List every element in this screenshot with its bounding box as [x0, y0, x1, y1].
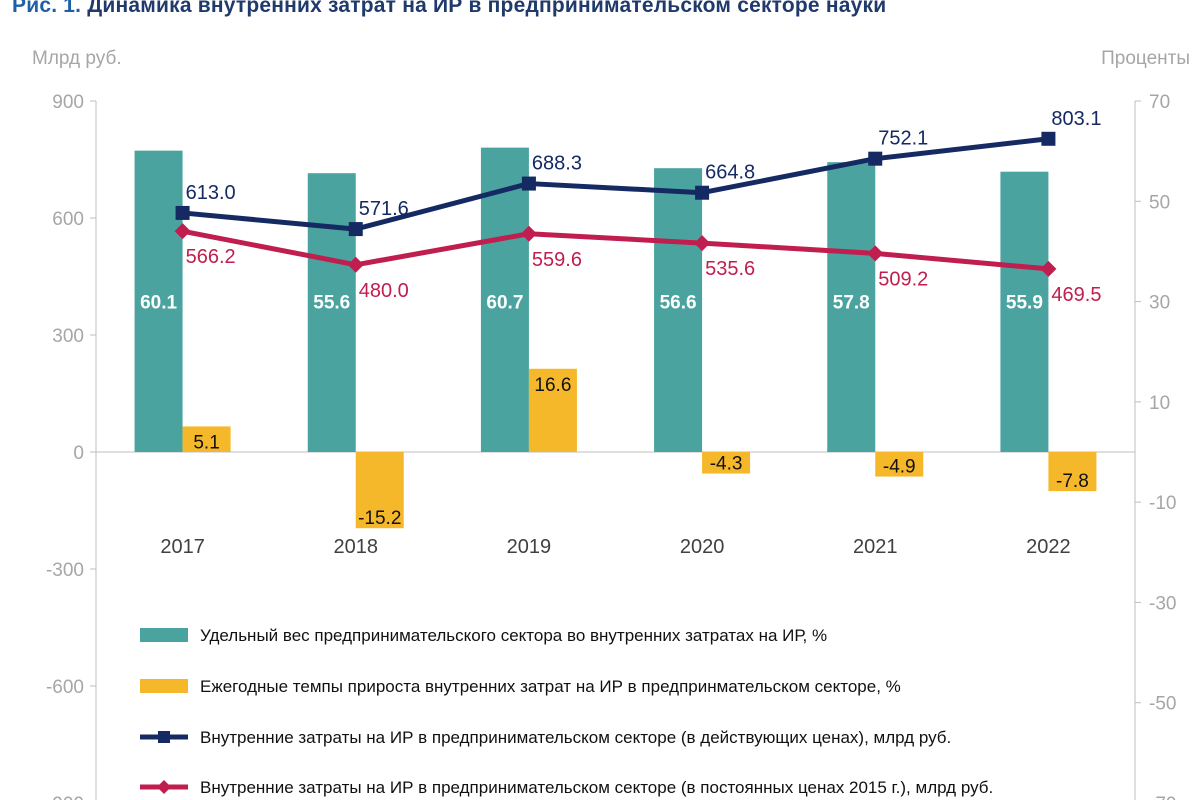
share-bar-label: 60.1	[140, 293, 177, 314]
current-point-label: 688.3	[532, 153, 582, 175]
growth-bar-label: 5.1	[193, 432, 219, 453]
left-tick-label: 900	[52, 92, 84, 113]
current-point-marker	[521, 176, 536, 191]
share-bar-label: 55.6	[313, 293, 350, 314]
growth-bar-label: -4.3	[710, 454, 743, 475]
legend-marker	[157, 780, 171, 794]
growth-bar-label: 16.6	[534, 375, 571, 396]
share-bar	[480, 147, 529, 452]
legend-entry-label: Внутренние затраты на ИР в предпринимате…	[200, 778, 993, 797]
bars	[134, 147, 1097, 529]
share-bar	[134, 150, 183, 453]
growth-bar	[355, 452, 404, 529]
constant-point-marker	[520, 225, 537, 242]
legend-marker	[158, 731, 170, 743]
chart-title: Рис. 1. Динамика внутренних затрат на ИР…	[12, 0, 886, 18]
growth-bar-label: -7.8	[1056, 471, 1089, 492]
share-bar	[1000, 171, 1049, 453]
right-tick-label: 30	[1149, 293, 1170, 314]
constant-point-marker	[174, 223, 191, 240]
constant-series-line	[182, 228, 1049, 272]
lines	[174, 131, 1057, 277]
current-point-marker	[695, 185, 710, 200]
constant-point-label: 566.2	[186, 246, 236, 268]
right-tick-label: 50	[1149, 192, 1170, 213]
growth-bar	[528, 368, 577, 452]
current-series-line	[182, 136, 1049, 232]
constant-point-marker	[1040, 260, 1057, 277]
constant-point-label: 480.0	[359, 280, 409, 302]
constant-point-label: 535.6	[705, 258, 755, 280]
constant-point-marker	[347, 256, 364, 273]
x-tick-labels: 2017 2018 2019 2020 2021 2022	[160, 536, 1070, 558]
current-point-label: 803.1	[1051, 108, 1101, 130]
legend-swatch	[140, 679, 188, 693]
data-labels: 60.1 55.6 60.7 56.6 57.8 55.9 5.1 -15.2 16.6 -4.3…	[140, 108, 1101, 529]
left-axis-label: Млрд руб.	[32, 48, 122, 69]
x-tick-label: 2019	[507, 536, 552, 558]
growth-bar	[182, 426, 231, 452]
left-tick-label: -300	[46, 560, 84, 581]
current-point-marker	[1041, 131, 1056, 146]
x-tick-label: 2021	[853, 536, 898, 558]
growth-bar	[1048, 452, 1097, 492]
figure-title: Динамика внутренних затрат на ИР в предп…	[87, 0, 887, 17]
axes: 900 600 300 0 -300 -600 -900 70 50 30 10 -10 -30 -50 -…	[46, 92, 1176, 800]
figure-label: Рис. 1.	[12, 0, 82, 17]
share-bar-label: 57.8	[833, 293, 870, 314]
share-bar-label: 60.7	[486, 293, 523, 314]
current-point-label: 664.8	[705, 162, 755, 184]
right-axis-label: Проценты	[1101, 48, 1190, 69]
left-tick-label: 600	[52, 209, 84, 230]
x-tick-label: 2020	[680, 536, 725, 558]
constant-point-label: 469.5	[1051, 284, 1101, 306]
growth-bar-label: -15.2	[358, 508, 401, 529]
current-point-marker	[868, 151, 883, 166]
right-tick-label: -10	[1149, 493, 1176, 514]
right-tick-label: -70	[1149, 794, 1176, 800]
constant-point-marker	[694, 235, 711, 252]
right-tick-label: -50	[1149, 694, 1176, 715]
growth-bar-label: -4.9	[883, 457, 916, 478]
x-tick-label: 2018	[334, 536, 379, 558]
constant-point-marker	[867, 245, 884, 262]
left-tick-label: 0	[73, 443, 84, 464]
current-point-label: 752.1	[878, 128, 928, 150]
share-bar	[654, 168, 703, 453]
legend-entry-label: Удельный вес предпринимательского сектор…	[200, 626, 827, 645]
legend-entry-label: Внутренние затраты на ИР в предпринимате…	[200, 728, 951, 747]
constant-point-label: 559.6	[532, 249, 582, 271]
right-tick-label: -30	[1149, 593, 1176, 614]
x-tick-label: 2017	[160, 536, 205, 558]
x-tick-label: 2022	[1026, 536, 1071, 558]
right-tick-label: 10	[1149, 393, 1170, 414]
constant-point-label: 509.2	[878, 268, 928, 290]
legend: Удельный вес предпринимательского сектор…	[140, 626, 993, 797]
growth-bar	[702, 452, 751, 474]
share-bar-label: 55.9	[1006, 293, 1043, 314]
share-bar	[307, 173, 356, 452]
current-point-label: 571.6	[359, 198, 409, 220]
current-point-marker	[348, 222, 363, 237]
growth-bar	[875, 452, 924, 477]
legend-swatch	[140, 628, 188, 642]
share-bar	[827, 162, 876, 452]
left-tick-label: -900	[46, 794, 84, 800]
left-tick-label: -600	[46, 677, 84, 698]
legend-entry-label: Ежегодные темпы прироста внутренних затр…	[200, 677, 901, 696]
current-point-label: 613.0	[186, 182, 236, 204]
share-bar-label: 56.6	[660, 293, 697, 314]
left-tick-label: 300	[52, 326, 84, 347]
right-tick-label: 70	[1149, 92, 1170, 113]
current-point-marker	[175, 205, 190, 220]
